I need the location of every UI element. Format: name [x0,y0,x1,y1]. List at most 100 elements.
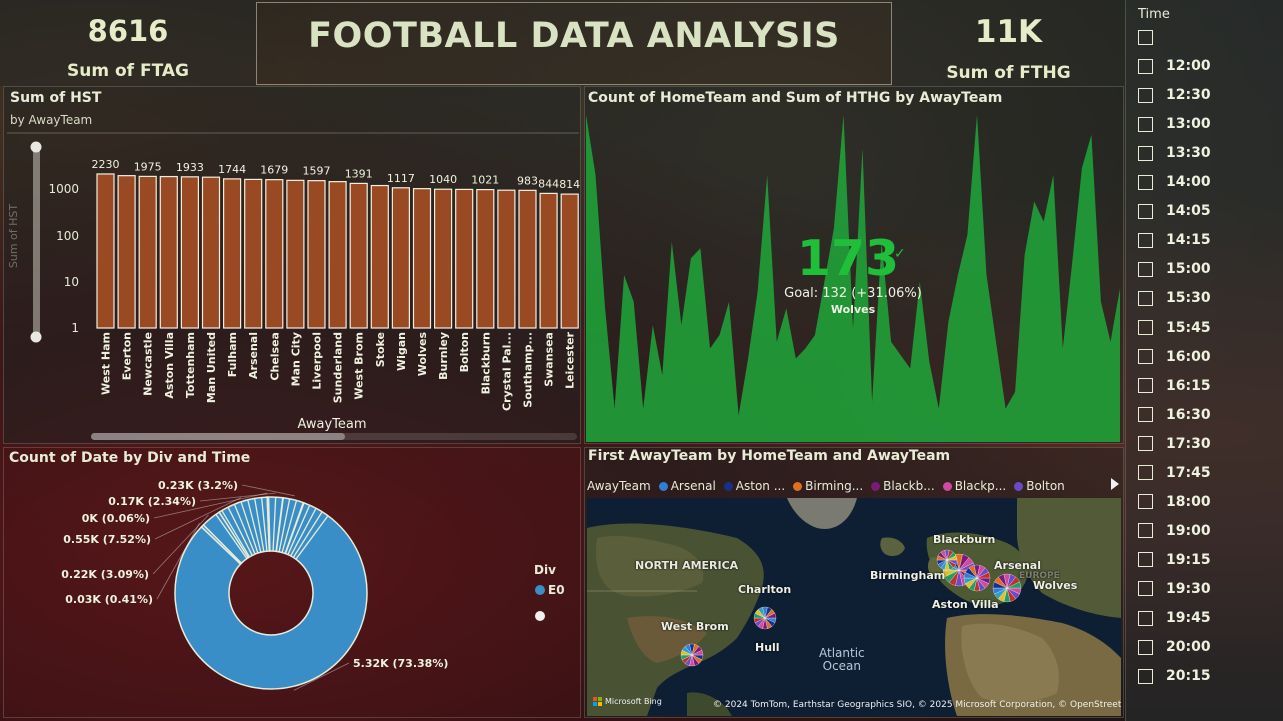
hst-bar[interactable] [286,179,305,329]
donut-leader-line [241,484,295,497]
hst-bar[interactable] [349,182,368,329]
checkbox[interactable] [1138,320,1153,335]
checkbox[interactable] [1138,232,1153,248]
map-pie-marker[interactable] [992,573,1022,603]
map-legend-item[interactable]: Blackp... [942,479,1006,493]
map-pie-marker[interactable] [963,564,991,592]
checkbox[interactable] [1138,29,1153,45]
legend-name: Aston ... [735,479,786,493]
checkbox[interactable] [1138,261,1153,277]
slicer-item[interactable]: 13:00 [1138,114,1211,134]
slicer-item[interactable]: 19:15 [1138,550,1211,570]
y-range-slider-bottom-handle[interactable] [30,331,42,343]
checkbox[interactable] [1138,203,1153,219]
checkbox[interactable] [1138,116,1153,132]
legend-marker-e0[interactable] [535,585,545,595]
slicer-item[interactable]: 19:00 [1138,521,1211,541]
map-pie-markers [680,549,1022,667]
kpi-card-fthg[interactable]: 11K Sum of FTHG [892,0,1125,86]
horizontal-scrollbar-track[interactable] [91,433,577,440]
donut-legend-item[interactable]: E0 [548,583,565,597]
horizontal-scrollbar-thumb[interactable] [91,433,345,440]
slicer-item[interactable] [1138,27,1166,47]
slicer-item[interactable]: 12:30 [1138,85,1211,105]
map-legend-item[interactable]: Aston ... [723,479,786,493]
map-pie-marker[interactable] [753,606,777,630]
checkbox[interactable] [1138,523,1153,539]
hst-bar[interactable] [265,179,284,329]
slicer-item[interactable]: 16:15 [1138,376,1211,396]
checkbox[interactable] [1138,436,1153,452]
checkbox[interactable] [1138,174,1153,190]
slicer-item[interactable]: 15:45 [1138,318,1211,338]
map-legend-item[interactable]: Arsenal [658,479,716,493]
map-pie-marker[interactable] [680,643,704,667]
checkbox[interactable] [1138,290,1153,306]
hst-bar[interactable] [201,176,221,329]
legend-marker-blank[interactable] [535,611,545,621]
hst-bar[interactable] [117,175,136,329]
slicer-item[interactable]: 12:00 [1138,56,1211,76]
slicer-item[interactable]: 16:00 [1138,347,1211,367]
hst-bar[interactable] [455,188,474,329]
hst-bar[interactable] [244,178,263,329]
checkbox[interactable] [1138,465,1153,481]
hst-bar[interactable] [223,178,242,329]
hst-bar[interactable] [370,184,389,329]
checkbox[interactable] [1138,552,1153,568]
hst-bar[interactable] [391,187,410,329]
map-legend-item[interactable]: Blackb... [871,479,935,493]
slicer-item[interactable]: 17:30 [1138,434,1211,454]
slicer-item[interactable]: 19:30 [1138,579,1211,599]
x-category-label: Newcastle [142,332,155,396]
checkbox[interactable] [1138,639,1153,655]
checkbox[interactable] [1138,145,1153,161]
slicer-item[interactable]: 14:15 [1138,230,1211,250]
hst-bar[interactable] [539,192,558,329]
hst-chart-title: Sum of HST [10,90,102,106]
slicer-item[interactable]: 18:00 [1138,492,1211,512]
hst-bar[interactable] [307,180,326,329]
legend-name: Birming... [805,479,864,493]
slicer-item[interactable]: 15:00 [1138,259,1211,279]
checkbox[interactable] [1138,378,1153,394]
checkbox[interactable] [1138,581,1153,597]
slicer-item[interactable]: 13:30 [1138,143,1211,163]
slicer-item[interactable]: 14:05 [1138,201,1211,221]
checkbox[interactable] [1138,668,1153,684]
slicer-item[interactable]: 20:00 [1138,637,1211,657]
y-range-slider-top-handle[interactable] [30,141,42,153]
hst-bar[interactable] [434,188,453,329]
hst-bar[interactable] [518,189,537,329]
hst-bar[interactable] [412,188,432,329]
legend-next-arrow-icon[interactable] [1111,478,1119,490]
y-range-slider-track[interactable] [33,142,40,338]
slicer-item[interactable]: 19:45 [1138,608,1211,628]
checkbox[interactable] [1138,87,1153,103]
slicer-item[interactable]: 20:15 [1138,666,1211,686]
slicer-item[interactable]: 15:30 [1138,288,1211,308]
hst-bar[interactable] [96,173,115,329]
hst-bar[interactable] [180,176,199,329]
kpi-card-ftag[interactable]: 8616 Sum of FTAG [0,0,256,86]
checkbox[interactable] [1138,407,1153,423]
hst-bar[interactable] [138,175,157,329]
checkbox[interactable] [1138,58,1153,74]
checkbox[interactable] [1138,494,1153,510]
slicer-item[interactable]: 14:00 [1138,172,1211,192]
slicer-item[interactable]: 16:30 [1138,405,1211,425]
world-map[interactable]: NORTH AMERICA Charlton West Brom Hull At… [587,498,1121,716]
map-pie-marker[interactable] [936,549,958,571]
slicer-item[interactable]: 17:45 [1138,463,1211,483]
time-slicer[interactable]: Time 12:00 12:30 13:00 13:30 14:00 14:05 14:15… [1125,0,1283,721]
checkbox[interactable] [1138,610,1153,626]
hst-bar[interactable] [328,181,347,329]
hst-bar[interactable] [560,193,579,329]
donut-slice[interactable] [174,501,368,690]
map-legend-item[interactable]: Birming... [793,479,863,493]
hst-bar[interactable] [476,188,495,329]
map-legend-item[interactable]: Bolton [1014,479,1065,493]
hst-bar[interactable] [497,189,516,329]
hst-bar[interactable] [159,175,178,329]
checkbox[interactable] [1138,349,1153,365]
